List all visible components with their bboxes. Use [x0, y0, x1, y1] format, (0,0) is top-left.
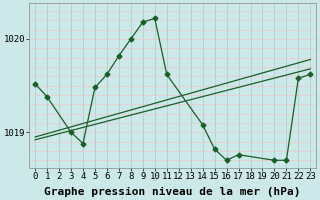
- X-axis label: Graphe pression niveau de la mer (hPa): Graphe pression niveau de la mer (hPa): [44, 186, 301, 197]
